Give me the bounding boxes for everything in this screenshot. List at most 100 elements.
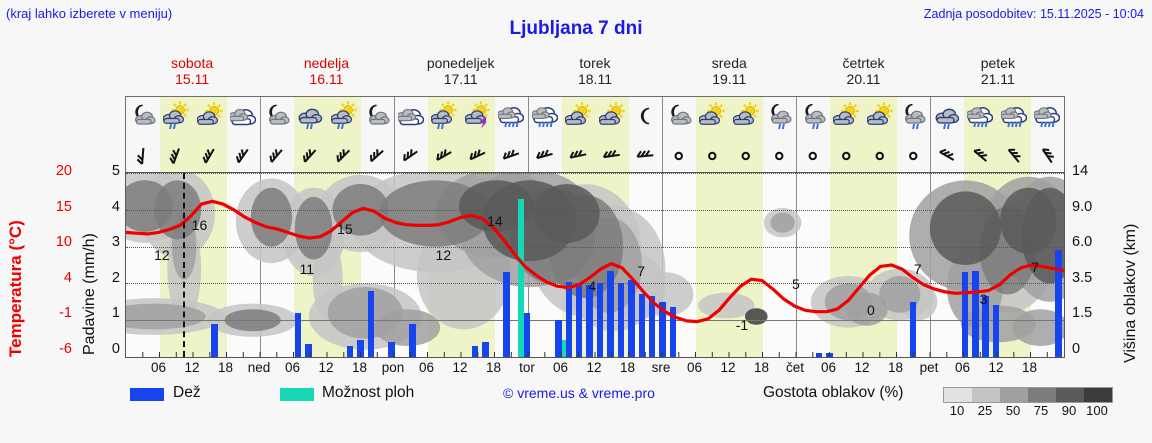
x-tick-label: 18 [485,360,502,375]
rain-bar [972,270,979,357]
weather-icon-band [125,96,1065,140]
temperature-axis-title: Temperatura (°C) [2,175,28,360]
weather-icon-moon-cloud [264,99,290,139]
day-separator [796,97,797,140]
weather-icon-sun-cloud [698,99,726,139]
rain-bar [523,312,531,357]
x-tick-label: 18 [887,360,904,375]
daylight-band [695,140,763,172]
cloud-density-swatch-50 [1000,388,1028,402]
weather-icon-cloud-rain-heavy [497,99,525,139]
cloud-height-axis-title: Višina oblakov (km) [1118,175,1148,365]
cloud-density-tick-label: 100 [1086,403,1108,418]
x-tick-label: 18 [753,360,770,375]
cloud-density-tick-label: 75 [1033,403,1049,418]
day-header-1: sobota 15.11 [125,52,259,94]
cloud-density-legend-label: Gostota oblakov (%) [763,384,904,401]
temperature-tick-value: -6 [59,341,72,357]
cloud-height-axis-label: Višina oblakov (km) [1122,223,1139,363]
weather-icon-cloud-rain-heavy [1033,99,1061,139]
x-tick-label: 12 [452,360,468,375]
cloud-height-tick-value: 9.0 [1072,198,1093,215]
x-tick-label: 18 [619,360,636,375]
rain-bar [617,283,625,357]
x-tick-label: 12 [586,360,602,375]
temperature-value-label: 7 [913,261,922,278]
x-tick-label: 18 [217,360,234,375]
cloud-height-tick-value: 1.5 [1072,305,1093,322]
rain-bar [471,345,479,357]
wind-barb-band [125,140,1065,172]
temperature-value-label: 0 [867,301,875,318]
rain-bar [346,345,354,357]
day-separator [930,140,931,172]
rain-bar [357,340,364,357]
day-separator [260,97,261,140]
rain-bar [294,312,302,357]
temperature-line [126,199,1064,324]
credit-link[interactable]: © vreme.us & vreme.pro [503,385,655,401]
x-tick-label: pon [381,360,405,375]
day-header-5: sreda 19.11 [662,52,796,94]
cloud-height-tick-value: 3.5 [1072,269,1093,286]
rain-bar [367,290,375,357]
cloud-density-swatch-25 [972,388,1000,402]
weather-icon-moon-cloud-rain [900,99,926,139]
legend-showers-label: Možnost ploh [322,384,415,401]
weather-icon-moon-cloud-rain [766,99,792,139]
day-date: 20.11 [846,71,881,87]
temperature-value-label: -1 [735,316,749,333]
x-tick-label: 06 [820,360,837,375]
legend-rain-label: Dež [173,384,201,401]
x-tick-label: 06 [150,360,167,375]
precipitation-tick-value: 1 [111,305,120,322]
gridline [126,283,1064,285]
day-date: 19.11 [712,71,747,87]
day-name: sobota [171,55,214,71]
day-name: četrtek [842,55,885,71]
x-tick-label: 06 [686,360,703,375]
rain-bar [909,301,916,357]
x-tick-label: sre [651,360,671,375]
day-name: petek [980,55,1015,71]
day-separator [796,140,797,172]
x-tick-label: ned [247,360,271,375]
rain-bar [555,320,562,357]
temperature-value-label: 3 [979,290,988,307]
day-date: 15.11 [175,71,210,87]
cloud-density-colorbar [943,387,1113,403]
weather-icon-cloud-rain-heavy [966,99,994,139]
x-tick-label: 18 [351,360,368,375]
weather-icon-sun-cloud-storm [464,99,491,139]
rain-bar [638,294,646,357]
temperature-value-label: 7 [637,263,645,280]
day-separator [662,140,663,172]
daylight-band [829,140,897,172]
cloud-density-tick-label: 50 [1005,403,1021,418]
weather-icon-sun-cloud-rain [162,99,189,139]
rain-bar [482,342,489,357]
rain-bar [596,283,604,357]
precipitation-tick-value: 4 [111,198,120,215]
day-separator [528,140,529,172]
rain-bar [659,301,666,357]
temperature-value-label: 12 [154,246,170,263]
rain-bar [992,305,1000,357]
temperature-value-label: 4 [588,277,597,294]
day-header-7: petek 21.11 [931,52,1065,94]
cloud-density-colorbar-ticks: 10 25 50 75 90 100 [943,403,1118,419]
x-tick-label: 06 [954,360,971,375]
showers-bar [517,198,525,357]
temperature-tick-value: -1 [59,305,72,322]
x-tick-label: 06 [418,360,435,375]
day-header-6: četrtek 20.11 [796,52,930,94]
weather-icon-moon-cloud [364,99,390,139]
precipitation-tick-value: 3 [111,234,120,251]
x-tick-label: 12 [720,360,736,375]
daylight-band [695,173,763,357]
temperature-ticks: 20 15 10 4 -1 -6 [28,160,72,370]
rain-bar [503,272,510,357]
weather-icon-moon-cloud [130,99,156,139]
day-header-2: nedelja 16.11 [259,52,393,94]
x-tick-label: 06 [552,360,569,375]
